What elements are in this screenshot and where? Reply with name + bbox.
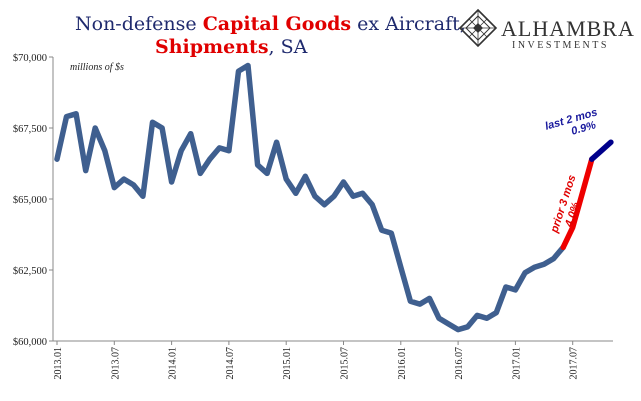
x-tick-label: 2015.07 (340, 347, 351, 380)
series-line-prior-3-mos (560, 156, 595, 251)
x-tick-label: 2017.07 (569, 347, 580, 380)
unit-label: millions of $s (70, 62, 124, 73)
y-tick-label: $65,000 (13, 195, 47, 206)
chart-title-line-2: Shipments, SA (155, 36, 308, 58)
y-tick-label: $60,000 (13, 337, 47, 348)
x-tick-label: 2013.01 (53, 347, 64, 380)
annotation-last-2-mos: last 2 mos 0.9% (544, 106, 605, 145)
x-axis: 2013.01 2013.07 2014.01 2014.07 2015.01 2015.… (53, 341, 580, 380)
x-tick-label: 2017.01 (511, 347, 522, 380)
x-tick-label: 2013.07 (110, 347, 121, 380)
x-tick-label: 2016.07 (454, 347, 465, 380)
series-line-main (54, 62, 566, 333)
x-tick-label: 2016.01 (397, 347, 408, 380)
y-axis: $60,000 $62,500 $65,000 $67,500 $70,000 (13, 53, 53, 348)
y-tick-label: $62,500 (13, 266, 47, 277)
brand-name: ALHAMBRA (501, 16, 635, 41)
series (54, 62, 614, 333)
title-segment: ex Aircraft, (351, 13, 466, 35)
x-tick-label: 2014.07 (225, 347, 236, 380)
chart-title-line-1: Non-defense Capital Goods ex Aircraft, (75, 13, 466, 35)
title-segment: , SA (269, 36, 308, 58)
y-tick-label: $67,500 (13, 124, 47, 135)
y-tick-label: $70,000 (13, 53, 47, 64)
alhambra-logo-icon (458, 8, 498, 48)
title-highlight: Shipments (155, 36, 269, 58)
x-tick-label: 2014.01 (168, 347, 179, 380)
brand-subtitle: INVESTMENTS (512, 40, 609, 51)
x-tick-label: 2015.01 (282, 347, 293, 380)
title-segment: Non-defense (75, 13, 203, 35)
series-line-last-2-mos (589, 139, 614, 162)
title-highlight: Capital Goods (203, 13, 351, 35)
